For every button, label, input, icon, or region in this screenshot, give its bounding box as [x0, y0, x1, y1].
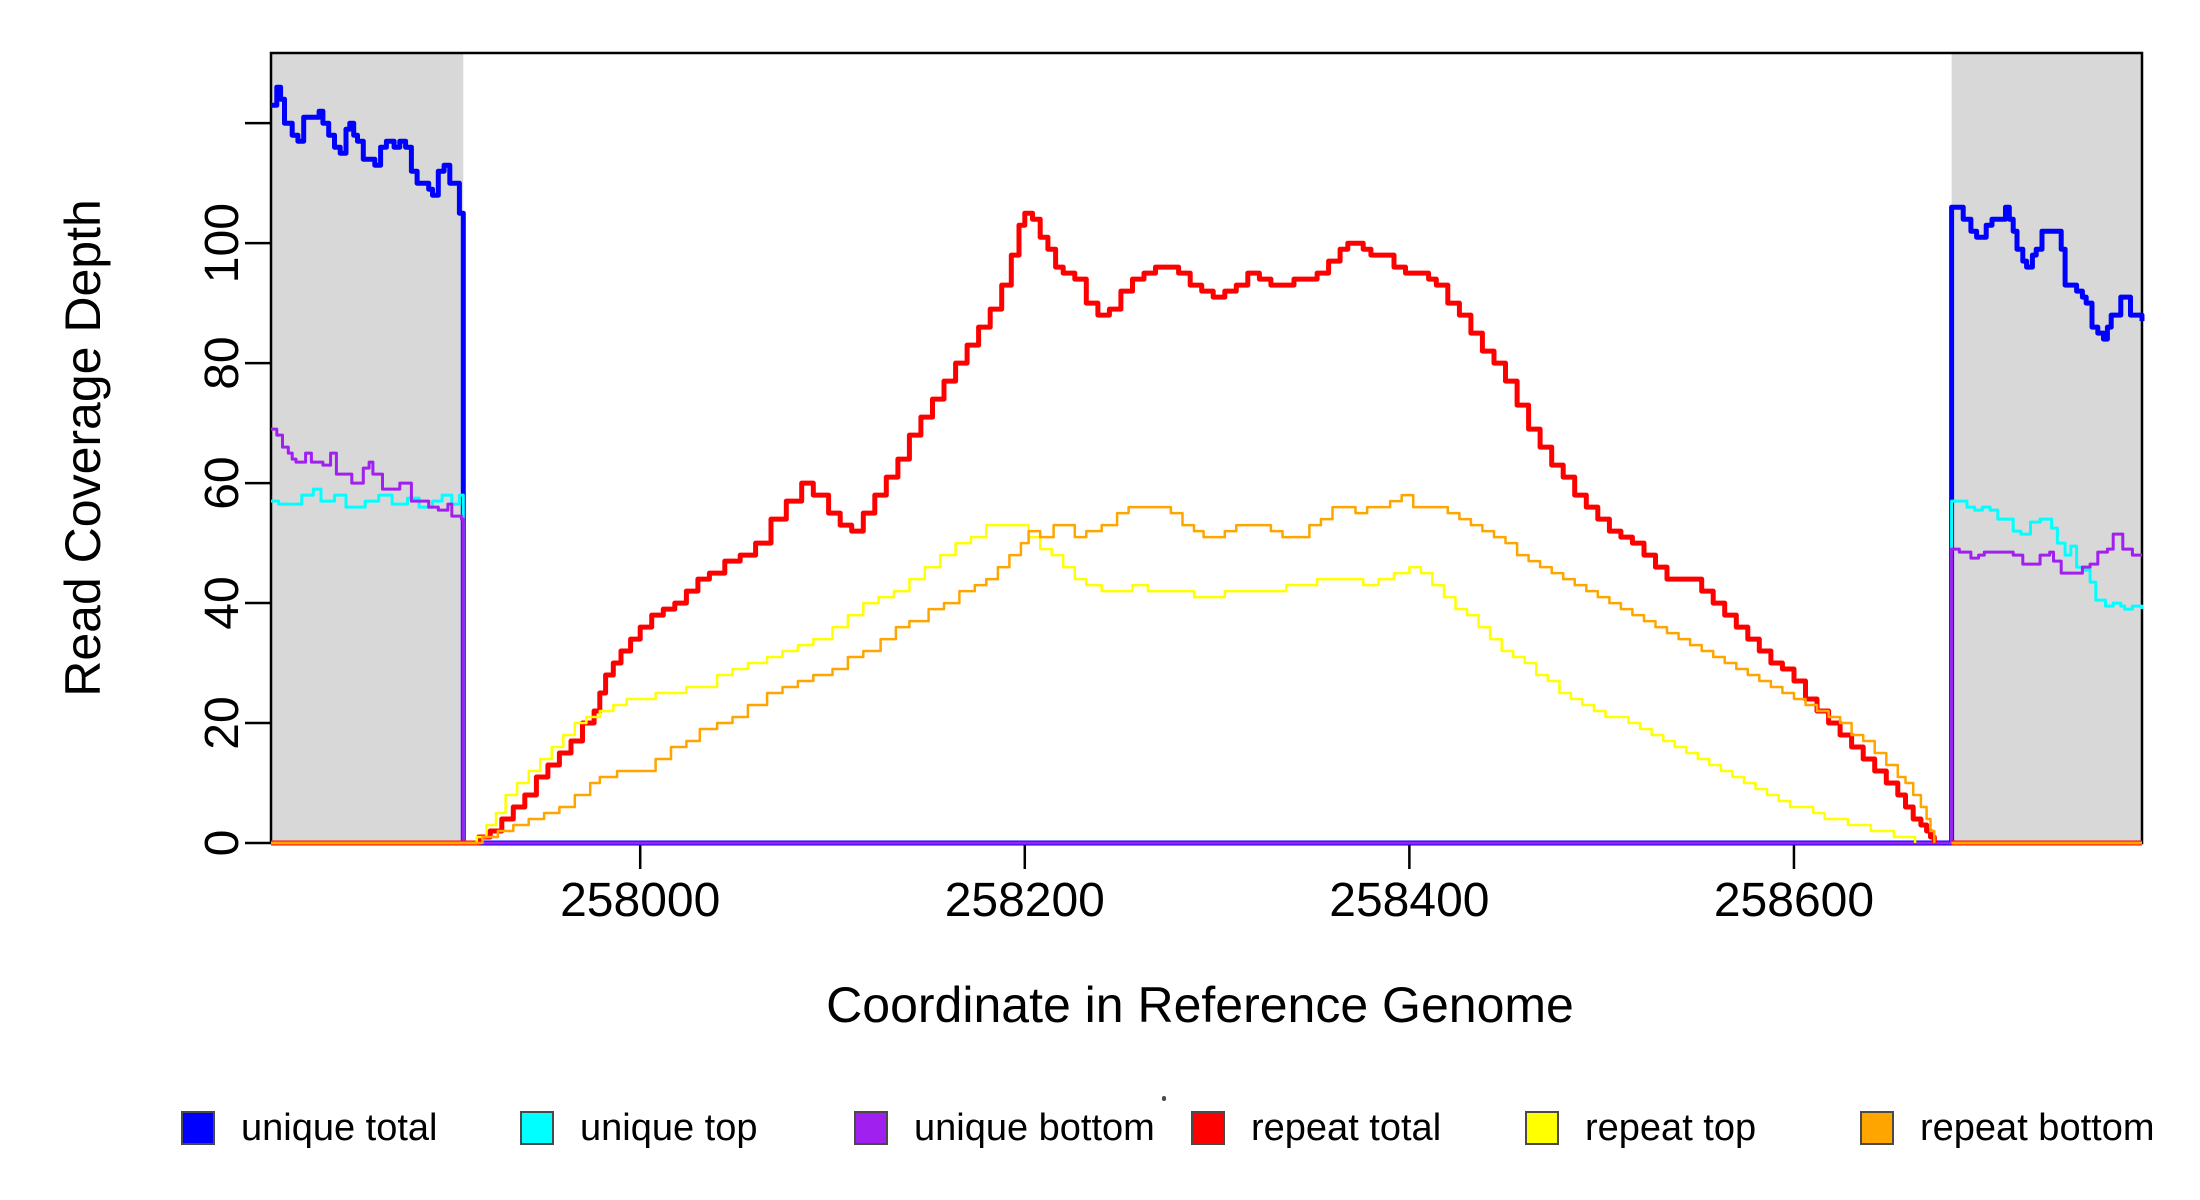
series-line-unique-top: [271, 487, 2144, 845]
legend-label: unique bottom: [914, 1106, 1155, 1149]
x-axis-title: Coordinate in Reference Genome: [826, 977, 1574, 1033]
legend-label: repeat bottom: [1920, 1106, 2155, 1149]
y-tick-label: 0: [196, 830, 249, 857]
series-line-unique-total: [271, 84, 2145, 846]
masked-region-left: [271, 53, 464, 843]
legend-item-unique-bottom: unique bottom: [854, 1106, 1155, 1149]
legend-item-repeat-bottom: repeat bottom: [1860, 1106, 2155, 1149]
legend-item-repeat-top: repeat top: [1525, 1106, 1757, 1149]
series-line-repeat-bottom: [271, 493, 1936, 845]
legend-label: unique top: [580, 1106, 758, 1149]
x-tick-label: 258000: [560, 874, 720, 927]
legend-label: unique total: [241, 1106, 438, 1149]
legend-swatch-icon: [520, 1111, 554, 1145]
legend-item-repeat-total: repeat total: [1191, 1106, 1442, 1149]
legend-item-unique-total: unique total: [181, 1106, 438, 1149]
y-tick-label: 100: [196, 203, 249, 283]
y-tick-label: 20: [196, 696, 249, 749]
series-line-repeat-total: [271, 210, 1937, 846]
series-line-repeat-top: [271, 523, 1917, 845]
plot-border: [269, 51, 2144, 845]
y-tick-label: 40: [196, 576, 249, 629]
legend-swatch-icon: [854, 1111, 888, 1145]
y-tick-label: 80: [196, 336, 249, 389]
legend-swatch-icon: [1525, 1111, 1559, 1145]
series-line-unique-bottom: [271, 427, 2142, 845]
x-tick-label: 258600: [1714, 874, 1874, 927]
legend-label: repeat total: [1251, 1106, 1442, 1149]
x-tick-label: 258400: [1329, 874, 1489, 927]
legend-swatch-icon: [1191, 1111, 1225, 1145]
masked-region-right: [1951, 53, 2142, 843]
speck-artifact: [1162, 1096, 1166, 1101]
legend-swatch-icon: [181, 1111, 215, 1145]
legend-swatch-icon: [1860, 1111, 1894, 1145]
legend-label: repeat top: [1585, 1106, 1757, 1149]
y-tick-label: 60: [196, 456, 249, 509]
y-axis-title: Read Coverage Depth: [55, 199, 111, 697]
legend-item-unique-top: unique top: [520, 1106, 758, 1149]
x-tick-label: 258200: [945, 874, 1105, 927]
